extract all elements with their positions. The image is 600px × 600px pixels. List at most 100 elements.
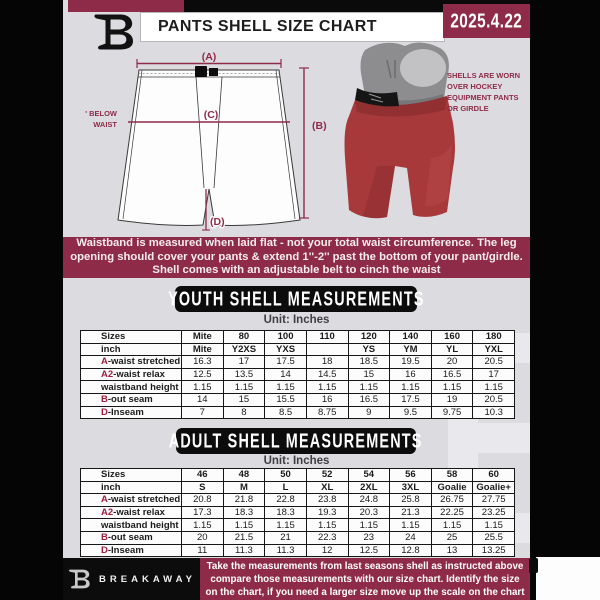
diagram-label-c: (C)	[204, 109, 219, 121]
table-cell: 18.3	[265, 506, 306, 519]
table-cell: 18	[306, 356, 348, 368]
table-cell: 9	[348, 406, 390, 419]
table-cell: 14	[182, 393, 223, 406]
table-cell: 58	[431, 469, 473, 481]
breakaway-watermark-icon	[381, 333, 530, 543]
youth-unit-label: Unit: Inches	[263, 314, 330, 326]
waist-note-line2: WAIST	[93, 120, 117, 129]
table-cell: 48	[223, 469, 265, 481]
table-cell: 8	[223, 406, 265, 419]
table-cell: 15	[348, 368, 390, 381]
table-cell: 180	[473, 331, 514, 343]
table-cell: 23	[348, 531, 390, 544]
table-cell: 11.3	[265, 544, 306, 557]
table-cell: 19.5	[390, 356, 431, 368]
table-cell: 16.3	[182, 356, 223, 368]
table-cell: XL	[306, 481, 348, 494]
table-cell: 3XL	[390, 481, 431, 494]
diagram-label-d: (D)	[210, 216, 225, 228]
table-cell: 9.5	[390, 406, 431, 419]
table-cell: 1.15	[182, 381, 223, 393]
belt-buckle-icon	[195, 66, 207, 77]
table-cell: 15	[223, 393, 265, 406]
table-cell: 7	[182, 406, 223, 419]
table-cell: 1.15	[473, 519, 514, 531]
table-cell: 1.15	[265, 381, 306, 393]
table-cell: 8.5	[265, 406, 306, 419]
table-cell: 21.3	[390, 506, 431, 519]
table-cell: 16	[390, 368, 431, 381]
table-cell: 2XL	[348, 481, 390, 494]
footer-instructions: Take the measurements from last seasons …	[200, 558, 530, 600]
table-cell: 14.5	[306, 368, 348, 381]
diagram-label-b: (B)	[312, 120, 327, 132]
table-cell: 21.5	[223, 531, 265, 544]
table-cell: 60	[473, 469, 514, 481]
row-label: waistband height	[81, 381, 181, 393]
table-cell: 160	[431, 331, 473, 343]
table-cell: S	[182, 481, 223, 494]
table-cell: 1.15	[223, 381, 265, 393]
table-cell: 17	[223, 356, 265, 368]
table-cell: 20	[182, 531, 223, 544]
table-cell: 25	[431, 531, 473, 544]
table-cell: Mite	[182, 331, 223, 343]
table-cell: 8.75	[306, 406, 348, 419]
table-cell: Mite	[182, 343, 223, 356]
table-cell: 12.8	[390, 544, 431, 557]
table-cell: 25.8	[390, 494, 431, 506]
table-cell: YXS	[265, 343, 306, 356]
text-line: on the chart, if you need a larger size …	[205, 586, 525, 598]
table-cell: Goalie	[431, 481, 473, 494]
table-cell: M	[223, 481, 265, 494]
shell-measurement-diagram: (A) (C) (B) (D) 7'' BELOW	[85, 51, 327, 231]
table-cell: 1.15	[306, 519, 348, 531]
table-cell: 100	[265, 331, 306, 343]
table-cell: 50	[265, 469, 306, 481]
table-cell: 1.15	[348, 381, 390, 393]
row-label: D -Inseam	[81, 406, 181, 419]
table-cell: Y2XS	[223, 343, 265, 356]
table-cell: 1.15	[473, 381, 514, 393]
table-cell: 16	[306, 393, 348, 406]
text-line: OVER HOCKEY	[447, 82, 503, 91]
table-cell: 1.15	[223, 519, 265, 531]
table-cell: 16.5	[348, 393, 390, 406]
table-cell: 10.3	[473, 406, 514, 419]
text-line: EQUIPMENT PANTS	[447, 93, 519, 102]
revision-date-badge: 2025.4.22	[443, 4, 530, 38]
table-cell: 13.25	[473, 544, 514, 557]
table-cell: 20.5	[473, 356, 514, 368]
row-label: inch	[81, 481, 181, 494]
text-line: compare those measurements with our size…	[210, 573, 520, 585]
brand-name: BREAKAWAY	[99, 573, 196, 585]
footer-brand-box: BREAKAWAY	[63, 558, 200, 600]
table-cell: 14	[265, 368, 306, 381]
row-label: A2 -waist relax	[81, 368, 181, 381]
table-cell	[306, 343, 348, 356]
text-line: Waistband is measured when laid flat - n…	[76, 237, 517, 250]
table-cell: 22.8	[265, 494, 306, 506]
table-cell: 52	[306, 469, 348, 481]
youth-section-heading: YOUTH SHELL MEASUREMENTS	[168, 286, 423, 312]
row-label: A -waist stretched	[81, 356, 181, 368]
row-label: B -out seam	[81, 531, 181, 544]
page-title: PANTS SHELL SIZE CHART	[140, 12, 445, 42]
table-cell: Goalie+	[473, 481, 514, 494]
text-line: opening should cover your pants & extend…	[70, 250, 523, 263]
adult-unit-label: Unit: Inches	[263, 455, 330, 467]
table-cell: 27.75	[473, 494, 514, 506]
table-cell: 1.15	[348, 519, 390, 531]
text-line: SHELLS ARE WORN	[447, 71, 521, 80]
table-cell: 18.3	[223, 506, 265, 519]
breakaway-logo-icon	[94, 14, 133, 50]
diagram-label-a: (A)	[202, 51, 217, 63]
waist-note-line1: 7'' BELOW	[85, 109, 118, 118]
table-cell: 20	[431, 356, 473, 368]
table-cell: 20.5	[473, 393, 514, 406]
table-cell: 17.5	[390, 393, 431, 406]
table-cell: 23.25	[473, 506, 514, 519]
table-cell: 23.8	[306, 494, 348, 506]
table-cell: 22.3	[306, 531, 348, 544]
